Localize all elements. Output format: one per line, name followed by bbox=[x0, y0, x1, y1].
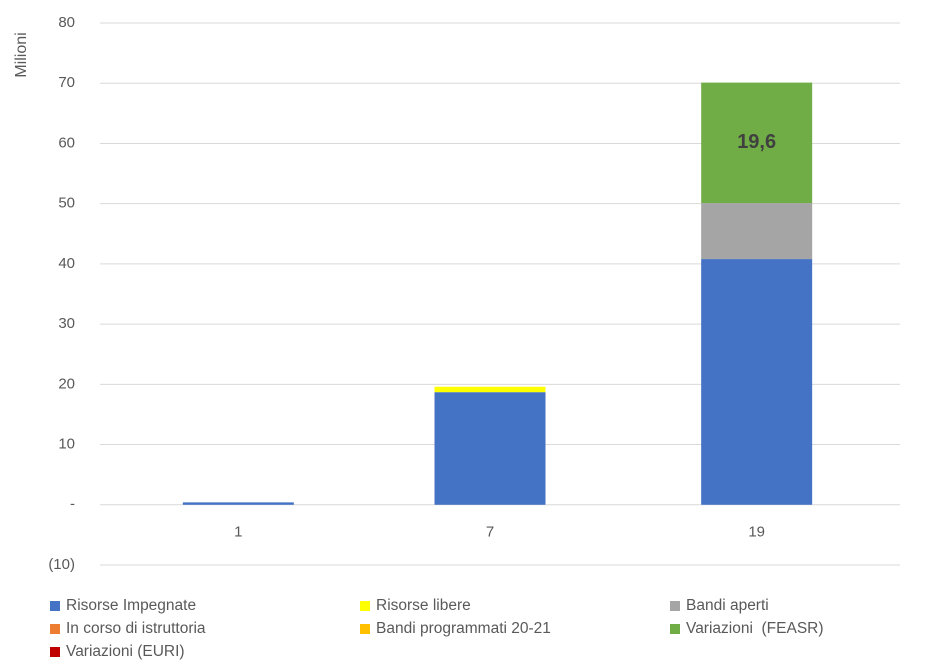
bar-7-risorse-libere bbox=[434, 386, 546, 393]
y-tick-label: (10) bbox=[48, 556, 75, 573]
y-tick-label: 40 bbox=[58, 255, 75, 272]
x-tick-label: 19 bbox=[748, 524, 765, 541]
y-axis-tick-labels: (10) - 10 20 30 40 50 60 70 80 bbox=[48, 14, 75, 573]
legend-item: Risorse Impegnate bbox=[50, 597, 196, 615]
bar-19-variazioni-feasr bbox=[701, 82, 813, 204]
legend-label: Risorse libere bbox=[376, 597, 471, 614]
legend-label: Variazioni (FEASR) bbox=[686, 620, 824, 637]
bars bbox=[182, 82, 813, 505]
y-tick-label: 30 bbox=[58, 315, 75, 332]
legend-swatch bbox=[50, 647, 60, 657]
x-tick-label: 7 bbox=[486, 524, 494, 541]
legend-label: Bandi aperti bbox=[686, 597, 769, 614]
y-tick-label: 70 bbox=[58, 74, 75, 91]
x-axis-tick-labels: 1 7 19 bbox=[234, 524, 765, 541]
legend-label: Risorse Impegnate bbox=[66, 597, 197, 614]
bar-7-risorse-impegnate bbox=[434, 392, 546, 505]
bar-1-risorse-impegnate bbox=[182, 502, 294, 505]
legend-label: Bandi programmati 20-21 bbox=[376, 620, 551, 637]
legend-swatch bbox=[360, 624, 370, 634]
y-tick-label: 50 bbox=[58, 195, 75, 212]
data-labels: 19,6 bbox=[737, 131, 776, 153]
legend-item: Risorse libere bbox=[360, 597, 471, 615]
legend-item: Bandi aperti bbox=[670, 597, 769, 615]
legend-item: Variazioni (FEASR) bbox=[670, 620, 824, 638]
y-tick-label: 20 bbox=[58, 375, 75, 392]
y-tick-label: - bbox=[70, 496, 75, 513]
legend-label: Variazioni (EURI) bbox=[66, 643, 185, 660]
legend-label: In corso di istruttoria bbox=[66, 620, 206, 637]
y-tick-label: 80 bbox=[58, 14, 75, 31]
bar-19-bandi-aperti bbox=[701, 203, 813, 260]
legend-item: Bandi programmati 20-21 bbox=[360, 620, 551, 638]
y-tick-label: 60 bbox=[58, 134, 75, 151]
legend-item: Variazioni (EURI) bbox=[50, 643, 185, 661]
x-tick-label: 1 bbox=[234, 524, 242, 541]
y-axis-label: Milioni bbox=[13, 32, 30, 77]
legend-item: In corso di istruttoria bbox=[50, 620, 206, 638]
legend-swatch bbox=[50, 624, 60, 634]
data-label: 19,6 bbox=[737, 131, 776, 153]
bar-19-risorse-impegnate bbox=[701, 259, 813, 505]
y-tick-label: 10 bbox=[58, 436, 75, 453]
legend-swatch bbox=[670, 601, 680, 611]
legend-swatch bbox=[50, 601, 60, 611]
legend-swatch bbox=[670, 624, 680, 634]
legend-swatch bbox=[360, 601, 370, 611]
